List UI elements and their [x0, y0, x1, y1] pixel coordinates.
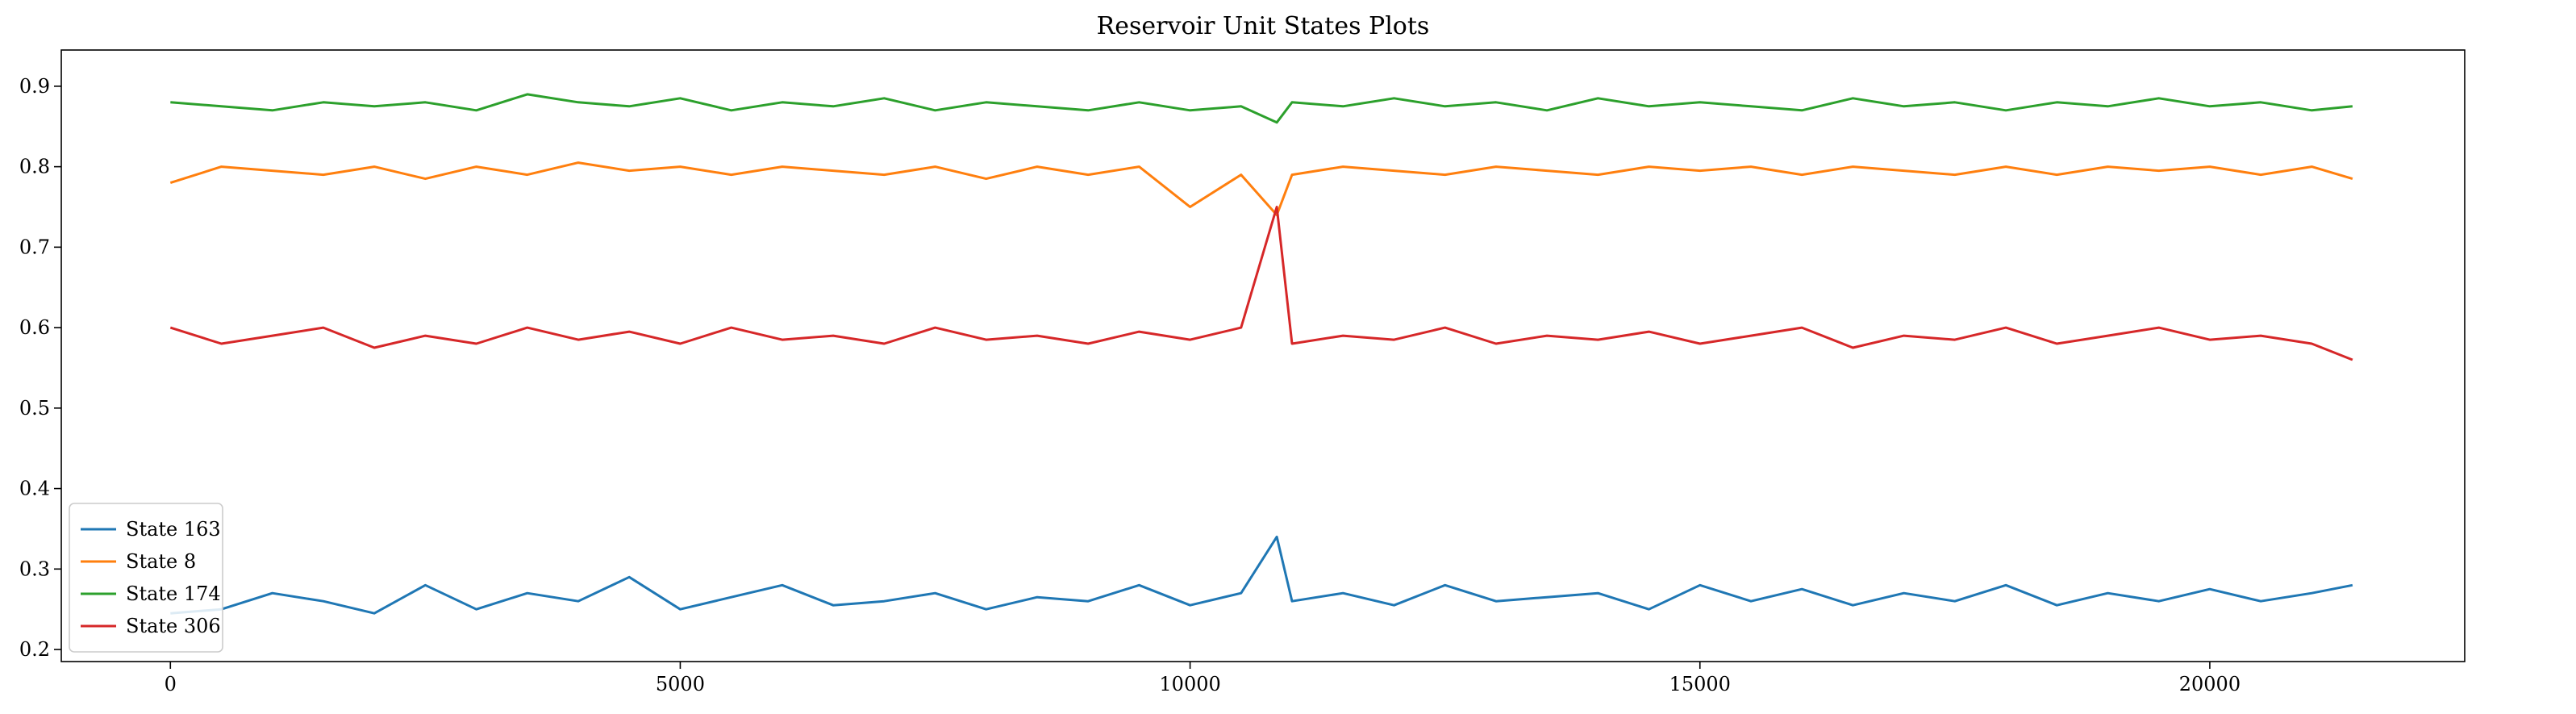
y-tick-label: 0.7 [19, 236, 50, 258]
y-tick-label: 0.4 [19, 478, 50, 500]
x-tick-label: 5000 [656, 673, 705, 695]
series-lines [169, 93, 2353, 615]
plot-frame [60, 49, 2466, 662]
axis-ticks: 0 5000 10000 15000 20000 0.2 0.3 0.4 0.5 0.6 0.7 0.… [19, 75, 2240, 695]
series-line-state-163 [170, 535, 2353, 615]
y-tick-label: 0.2 [19, 638, 50, 661]
x-tick-label: 10000 [1159, 673, 1220, 695]
y-tick-label: 0.5 [19, 397, 50, 420]
legend-label: State 8 [126, 550, 196, 573]
legend: State 163 State 8 State 174 State 306 [69, 503, 223, 653]
y-tick-label: 0.3 [19, 557, 50, 580]
x-tick-label: 20000 [2179, 673, 2240, 695]
y-tick-label: 0.9 [19, 75, 50, 98]
y-tick-label: 0.8 [19, 156, 50, 178]
legend-label: State 306 [126, 615, 221, 637]
x-tick-label: 0 [165, 673, 177, 695]
series-line-state-174 [170, 93, 2353, 124]
series-line-state-306 [169, 206, 2353, 361]
legend-box [69, 503, 223, 653]
y-tick-label: 0.6 [19, 316, 50, 339]
legend-label: State 174 [126, 582, 221, 605]
series-line-state-8 [169, 161, 2353, 216]
x-tick-label: 15000 [1669, 673, 1731, 695]
chart-title: Reservoir Unit States Plots [1097, 12, 1430, 40]
legend-label: State 163 [126, 518, 221, 541]
